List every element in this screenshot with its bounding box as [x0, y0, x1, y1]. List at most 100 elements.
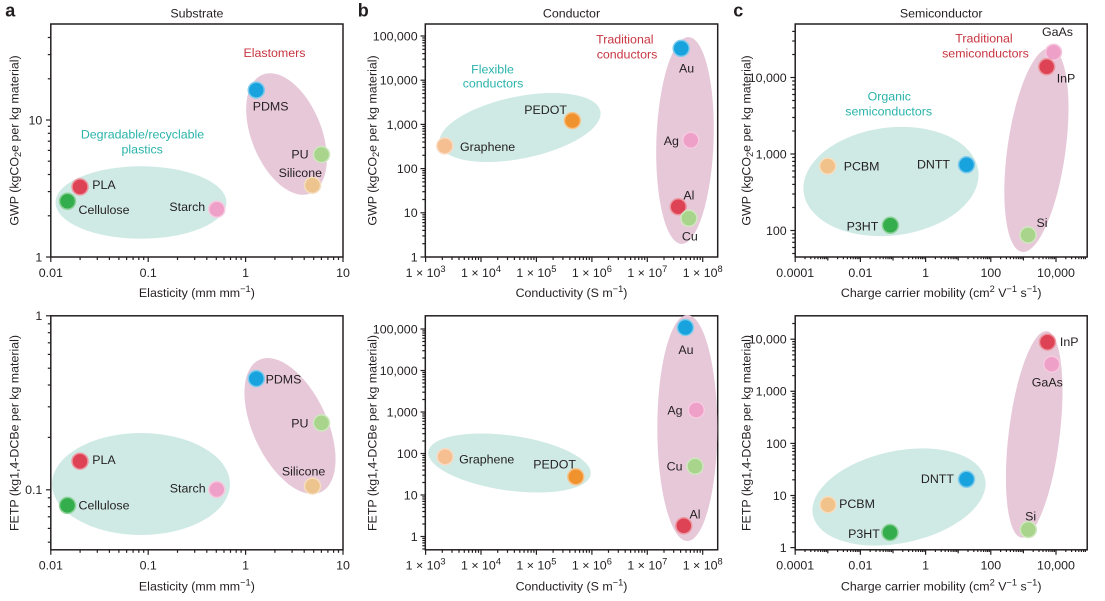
svg-text:1: 1 — [780, 541, 787, 555]
svg-text:Silicone: Silicone — [279, 166, 323, 180]
svg-text:InP: InP — [1057, 72, 1076, 86]
svg-text:100: 100 — [766, 437, 787, 451]
svg-text:1: 1 — [242, 266, 249, 280]
svg-text:Graphene: Graphene — [459, 452, 514, 466]
svg-text:PU: PU — [291, 416, 308, 430]
svg-text:1 × 105​: 1 × 105​ — [516, 264, 556, 280]
svg-text:1: 1 — [922, 266, 929, 280]
svg-text:0.1: 0.1 — [140, 558, 157, 572]
svg-text:PLA: PLA — [92, 453, 116, 467]
svg-text:10,000: 10,000 — [749, 333, 787, 347]
svg-text:Traditional: Traditional — [955, 31, 1012, 45]
svg-text:10: 10 — [404, 488, 418, 502]
svg-text:10,000: 10,000 — [749, 71, 787, 85]
svg-text:10,000: 10,000 — [1037, 558, 1075, 572]
svg-text:100: 100 — [397, 447, 418, 461]
svg-text:1 × 103​: 1 × 103​ — [406, 556, 446, 572]
svg-text:FETP (kg1,4-DCBe per kg materi: FETP (kg1,4-DCBe per kg material) — [740, 335, 754, 531]
svg-text:Silicone: Silicone — [282, 465, 326, 479]
svg-text:semiconductors: semiconductors — [942, 46, 1029, 60]
svg-text:Al: Al — [689, 508, 700, 522]
svg-text:conductors: conductors — [463, 77, 524, 91]
svg-text:1,000: 1,000 — [756, 385, 787, 399]
svg-text:DNTT: DNTT — [921, 472, 954, 486]
svg-text:Elasticity (mm mm−1​): Elasticity (mm mm−1​) — [139, 578, 255, 594]
svg-text:10: 10 — [336, 266, 350, 280]
svg-text:1: 1 — [411, 530, 418, 544]
svg-text:Cu: Cu — [682, 230, 698, 244]
svg-text:1 × 106​: 1 × 106​ — [572, 264, 612, 280]
svg-text:1 × 106​: 1 × 106​ — [572, 556, 612, 572]
svg-text:Degradable/recyclable: Degradable/recyclable — [81, 128, 204, 142]
svg-text:1: 1 — [242, 558, 249, 572]
svg-text:FETP (kg1,4-DCBe per kg materi: FETP (kg1,4-DCBe per kg material) — [366, 335, 380, 531]
svg-text:DNTT: DNTT — [917, 157, 950, 171]
svg-text:P3HT: P3HT — [848, 527, 880, 541]
svg-text:Si: Si — [1036, 216, 1047, 230]
svg-text:conductors: conductors — [597, 48, 658, 62]
svg-text:1: 1 — [411, 250, 418, 264]
svg-text:1 × 107​: 1 × 107​ — [627, 264, 667, 280]
svg-text:0.01: 0.01 — [848, 558, 872, 572]
svg-text:Al: Al — [683, 188, 694, 202]
svg-text:0.01: 0.01 — [848, 266, 872, 280]
svg-text:Elasticity (mm mm−1​): Elasticity (mm mm−1​) — [139, 284, 255, 300]
svg-text:Semiconductor: Semiconductor — [900, 7, 983, 21]
svg-text:1 × 104​: 1 × 104​ — [461, 264, 501, 280]
svg-text:PDMS: PDMS — [253, 99, 289, 113]
svg-text:GaAs: GaAs — [1042, 25, 1073, 39]
svg-text:Starch: Starch — [170, 481, 206, 495]
svg-text:Cellulose: Cellulose — [79, 498, 130, 512]
svg-text:Conductivity (S m−1​): Conductivity (S m−1​) — [516, 284, 628, 300]
svg-text:FETP (kg1,4-DCBe per kg materi: FETP (kg1,4-DCBe per kg material) — [8, 335, 22, 531]
svg-text:1: 1 — [35, 250, 42, 264]
svg-text:Elastomers: Elastomers — [244, 46, 306, 60]
svg-text:100: 100 — [980, 266, 1001, 280]
svg-text:PCBM: PCBM — [844, 159, 880, 173]
svg-text:1 × 107​: 1 × 107​ — [627, 556, 667, 572]
svg-text:1,000: 1,000 — [387, 118, 418, 132]
svg-text:Starch: Starch — [169, 200, 205, 214]
svg-text:1 × 104​: 1 × 104​ — [461, 556, 501, 572]
svg-text:1 × 103​: 1 × 103​ — [406, 264, 446, 280]
svg-text:InP: InP — [1060, 335, 1079, 349]
svg-text:1: 1 — [35, 309, 42, 323]
svg-text:0.0001: 0.0001 — [776, 266, 814, 280]
svg-text:1 × 105​: 1 × 105​ — [516, 556, 556, 572]
svg-text:Conductor: Conductor — [543, 7, 600, 21]
svg-text:0.01: 0.01 — [39, 558, 63, 572]
svg-text:Au: Au — [679, 62, 694, 76]
svg-text:Ag: Ag — [664, 134, 679, 148]
svg-text:100: 100 — [766, 224, 787, 238]
svg-text:Ag: Ag — [667, 403, 682, 417]
svg-text:10: 10 — [336, 558, 350, 572]
svg-text:PEDOT: PEDOT — [533, 458, 576, 472]
svg-text:PCBM: PCBM — [839, 497, 875, 511]
svg-text:10: 10 — [29, 113, 43, 127]
svg-text:100,000: 100,000 — [373, 322, 418, 336]
svg-text:GWP (kgCO2​e per kg material): GWP (kgCO2​e per kg material) — [366, 55, 382, 225]
svg-text:0.01: 0.01 — [39, 266, 63, 280]
svg-text:Organic: Organic — [868, 89, 911, 103]
svg-text:10: 10 — [773, 489, 787, 503]
svg-text:Si: Si — [1025, 509, 1036, 523]
svg-text:PLA: PLA — [92, 178, 116, 192]
svg-text:10,000: 10,000 — [1037, 266, 1075, 280]
svg-text:10: 10 — [404, 206, 418, 220]
svg-text:GWP (kgCO2​e per kg material): GWP (kgCO2​e per kg material) — [8, 55, 24, 225]
svg-text:Traditional: Traditional — [596, 32, 653, 46]
svg-text:P3HT: P3HT — [847, 219, 879, 233]
svg-text:GaAs: GaAs — [1032, 375, 1063, 389]
svg-text:10,000: 10,000 — [380, 364, 418, 378]
svg-text:Graphene: Graphene — [460, 140, 515, 154]
svg-text:0.1: 0.1 — [140, 266, 157, 280]
svg-text:0.1: 0.1 — [25, 483, 42, 497]
svg-text:GWP (kgCO2​e per kg material): GWP (kgCO2​e per kg material) — [740, 55, 756, 225]
svg-text:1 × 108​: 1 × 108​ — [683, 264, 723, 280]
svg-text:10,000: 10,000 — [380, 74, 418, 88]
svg-text:Cellulose: Cellulose — [79, 203, 130, 217]
svg-text:semiconductors: semiconductors — [845, 105, 932, 119]
svg-text:1: 1 — [922, 558, 929, 572]
svg-text:PDMS: PDMS — [266, 373, 302, 387]
svg-text:Substrate: Substrate — [170, 7, 223, 21]
